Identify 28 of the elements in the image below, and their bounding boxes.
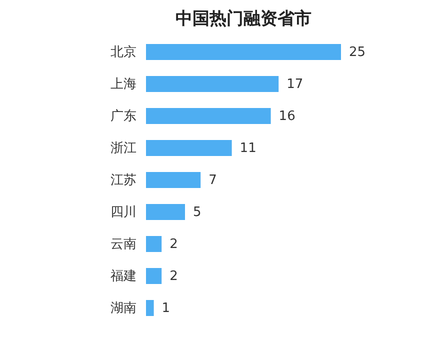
y-tick-label: 上海 xyxy=(110,77,136,92)
y-tick-label: 四川 xyxy=(110,205,136,220)
data-label: 7 xyxy=(208,173,217,188)
bar xyxy=(146,108,271,124)
data-label: 11 xyxy=(240,141,256,156)
bar xyxy=(146,268,162,284)
data-label: 1 xyxy=(162,301,170,316)
bar xyxy=(146,204,185,220)
bar xyxy=(146,172,201,188)
chart-title: 中国热门融资省市 xyxy=(176,9,312,29)
bar xyxy=(146,76,279,92)
data-label: 16 xyxy=(278,109,296,124)
y-tick-label: 湖南 xyxy=(110,301,136,316)
bar xyxy=(146,44,341,60)
y-tick-label: 浙江 xyxy=(110,141,136,156)
y-tick-label: 云南 xyxy=(110,237,136,252)
data-label: 17 xyxy=(286,77,304,92)
bar xyxy=(146,236,162,252)
data-label: 2 xyxy=(170,269,178,284)
bar xyxy=(146,140,232,156)
data-label: 2 xyxy=(170,237,178,252)
y-tick-label: 江苏 xyxy=(110,173,136,188)
y-tick-label: 福建 xyxy=(110,269,136,284)
data-label: 5 xyxy=(193,205,202,220)
y-tick-label: 广东 xyxy=(110,109,136,124)
data-label: 25 xyxy=(349,45,366,60)
y-tick-label: 北京 xyxy=(110,45,136,60)
bar xyxy=(146,300,154,316)
